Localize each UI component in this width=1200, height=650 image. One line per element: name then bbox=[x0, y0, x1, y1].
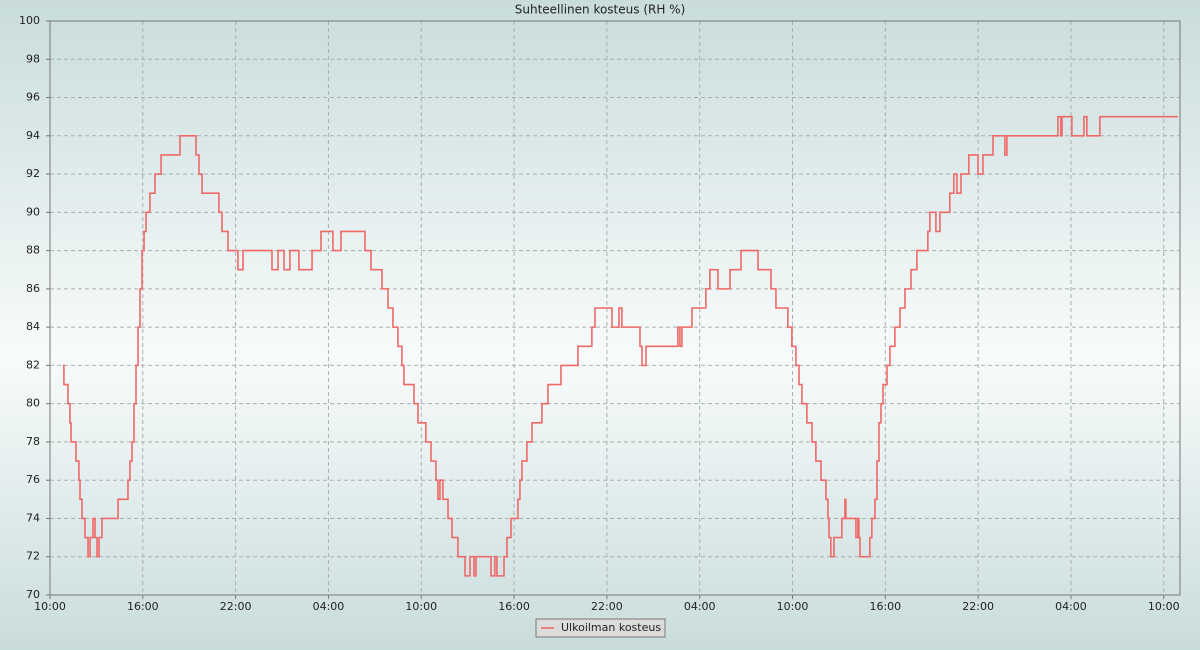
legend-label: Ulkoilman kosteus bbox=[561, 621, 661, 634]
y-tick-label: 100 bbox=[19, 14, 40, 27]
y-tick-label: 86 bbox=[26, 282, 40, 295]
legend-box bbox=[535, 618, 666, 638]
chart-title: Suhteellinen kosteus (RH %) bbox=[515, 3, 686, 17]
x-tick-label: 22:00 bbox=[220, 600, 252, 613]
x-tick-label: 16:00 bbox=[498, 600, 530, 613]
y-tick-label: 88 bbox=[26, 244, 40, 257]
y-tick-label: 76 bbox=[26, 473, 40, 486]
y-tick-label: 80 bbox=[26, 397, 40, 410]
x-tick-label: 04:00 bbox=[1055, 600, 1087, 613]
x-tick-label: 16:00 bbox=[127, 600, 159, 613]
y-tick-label: 82 bbox=[26, 358, 40, 371]
y-tick-label: 92 bbox=[26, 167, 40, 180]
y-tick-label: 74 bbox=[26, 511, 40, 524]
x-tick-label: 16:00 bbox=[869, 600, 901, 613]
data-line bbox=[62, 115, 1178, 577]
x-tick-label: 04:00 bbox=[684, 600, 716, 613]
x-tick-label: 10:00 bbox=[777, 600, 809, 613]
y-tick-label: 84 bbox=[26, 320, 40, 333]
plot-frame bbox=[49, 20, 1181, 596]
x-tick-label: 22:00 bbox=[962, 600, 994, 613]
x-tick-label: 10:00 bbox=[34, 600, 66, 613]
x-tick-label: 10:00 bbox=[405, 600, 437, 613]
x-tick-label: 22:00 bbox=[591, 600, 623, 613]
y-tick-label: 70 bbox=[26, 588, 40, 601]
y-tick-label: 98 bbox=[26, 52, 40, 65]
x-tick-label: 04:00 bbox=[313, 600, 345, 613]
y-tick-label: 96 bbox=[26, 91, 40, 104]
y-tick-label: 94 bbox=[26, 129, 40, 142]
y-tick-label: 90 bbox=[26, 205, 40, 218]
x-tick-label: 10:00 bbox=[1148, 600, 1180, 613]
y-tick-label: 72 bbox=[26, 550, 40, 563]
y-tick-label: 78 bbox=[26, 435, 40, 448]
